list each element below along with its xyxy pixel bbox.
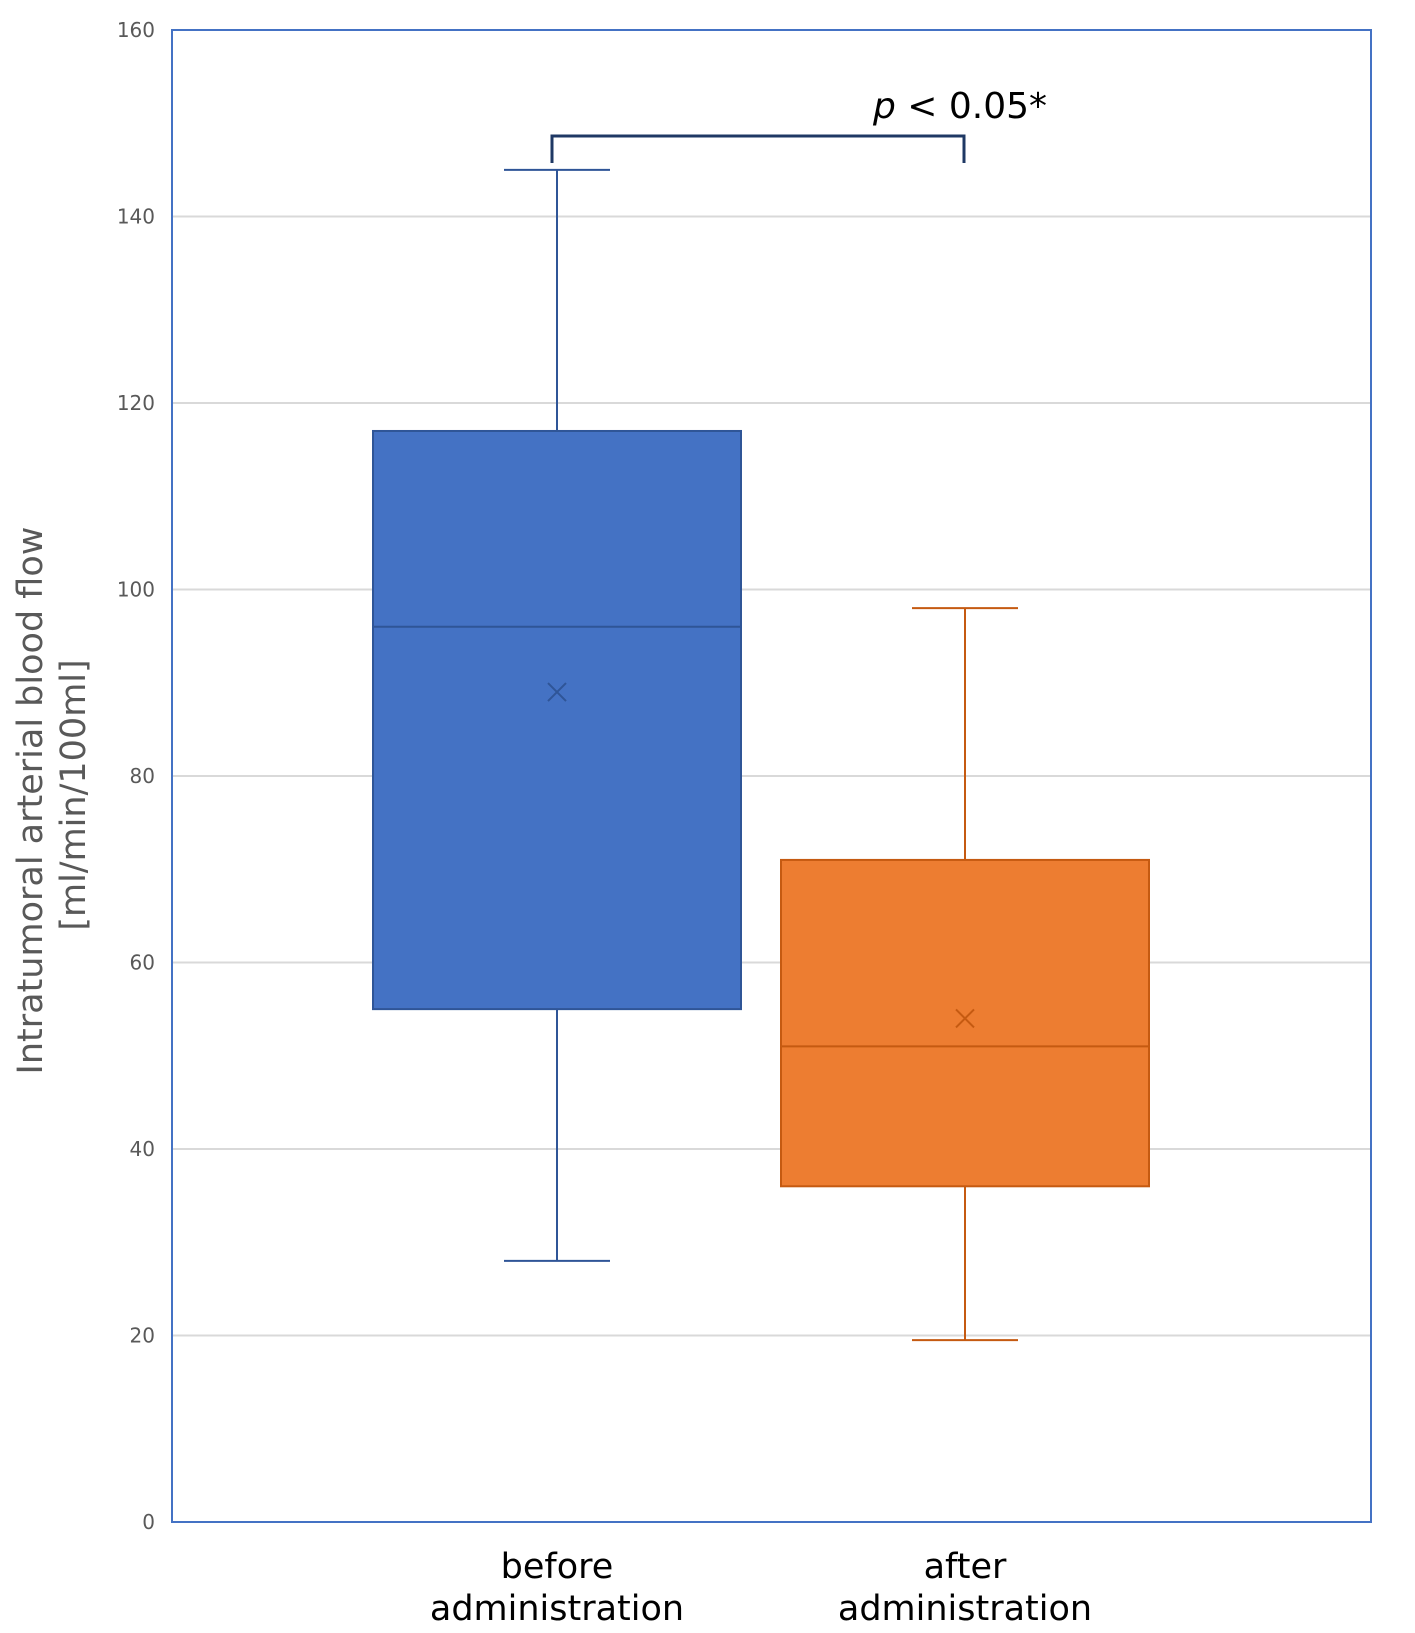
category-label-line: administration [430,1589,684,1629]
p-value-label: p < 0.05* [872,86,1047,127]
iqr-box [372,429,742,1011]
gridlines [172,215,1371,1337]
mean-marker [955,1008,975,1029]
significance-annotation: p < 0.05* [550,86,1047,163]
p-symbol: p [872,86,896,127]
box-1 [780,607,1150,1342]
mean-marker [547,682,567,702]
y-axis-label: Intratumoral arterial blood flow [ml/min… [11,515,94,1074]
y-tick-label: 80 [130,764,155,788]
category-label-line: after [924,1547,1007,1587]
significance-bracket [550,134,966,163]
y-tick-label: 40 [130,1137,155,1161]
y-tick-label: 0 [142,1510,155,1534]
y-axis-label-line-2: [ml/min/100ml] [54,659,94,930]
y-tick-label: 160 [117,18,155,42]
p-value-text: < 0.05* [896,86,1047,127]
category-label-line: before [501,1547,614,1587]
y-tick-label: 20 [130,1324,155,1348]
y-tick-label: 60 [130,951,155,975]
category-label-line: administration [838,1589,1092,1629]
iqr-box [780,858,1150,1188]
y-axis-label-line-1: Intratumoral arterial blood flow [11,527,51,1075]
y-tick-label: 140 [117,205,155,229]
box-0 [372,168,742,1262]
box-series [372,168,1150,1342]
y-axis-ticks: 0 20 40 60 80 100 120 140 160 [117,18,155,1534]
y-tick-label: 100 [117,578,155,602]
plot-area-border [171,29,1372,1523]
y-tick-label: 120 [117,391,155,415]
